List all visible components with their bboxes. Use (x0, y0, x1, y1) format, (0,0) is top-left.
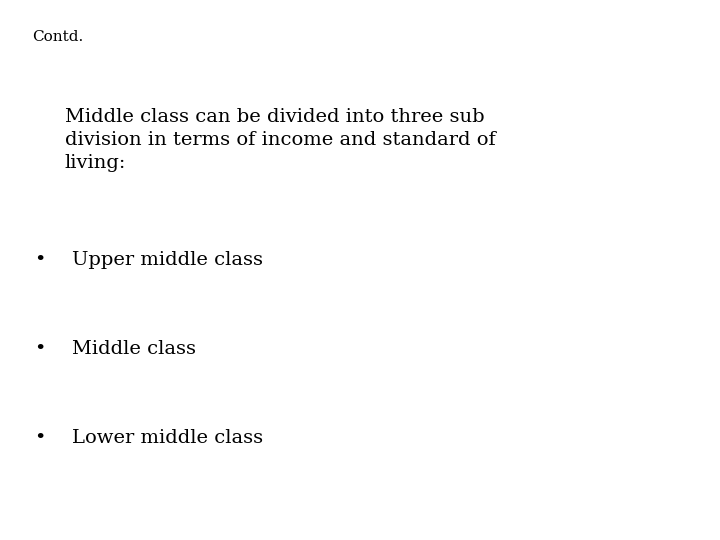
Text: •: • (35, 251, 46, 269)
Text: Upper middle class: Upper middle class (72, 251, 263, 269)
Text: Lower middle class: Lower middle class (72, 429, 263, 447)
Text: •: • (35, 429, 46, 447)
Text: Contd.: Contd. (32, 30, 84, 44)
Text: •: • (35, 340, 46, 358)
Text: Middle class can be divided into three sub
division in terms of income and stand: Middle class can be divided into three s… (65, 108, 495, 172)
Text: Middle class: Middle class (72, 340, 196, 358)
